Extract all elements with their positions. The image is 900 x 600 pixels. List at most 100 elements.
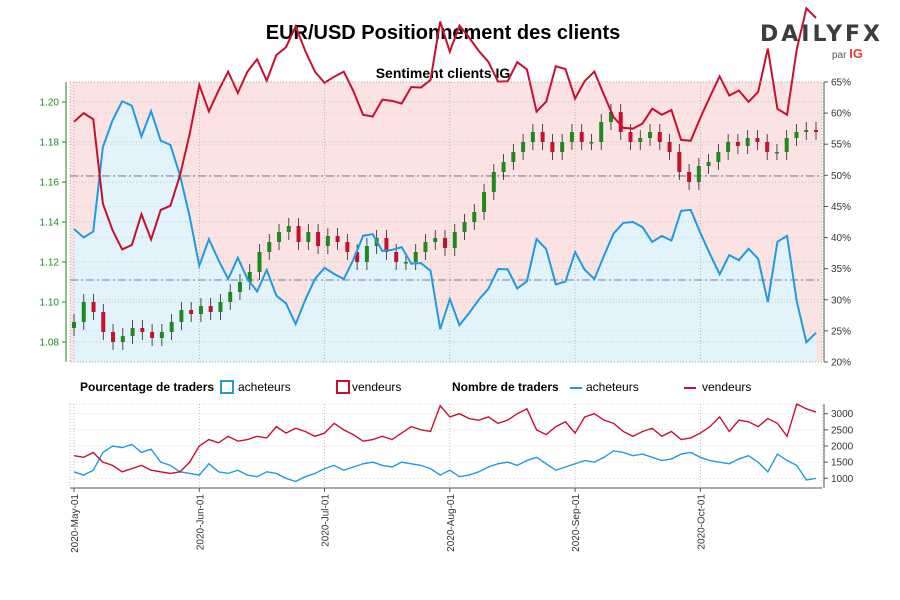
- count-tick-label: 1000: [831, 474, 854, 485]
- candle-body: [540, 132, 545, 142]
- count-sellers-line: [73, 402, 817, 475]
- candle-body: [784, 138, 789, 152]
- left-tick-label: 1.18: [40, 138, 60, 149]
- candle-body: [101, 312, 106, 332]
- candle-body: [81, 302, 86, 322]
- x-tick-label: 2020-Aug-01: [446, 494, 457, 552]
- candle-body: [696, 166, 701, 182]
- x-tick-label: 2020-Oct-01: [696, 494, 707, 550]
- right-tick-label: 20%: [831, 358, 851, 369]
- candle-body: [608, 112, 613, 122]
- legend: Pourcentage de traders acheteurs vendeur…: [0, 380, 900, 396]
- candle-body: [111, 332, 116, 342]
- candle-body: [316, 232, 321, 246]
- candle-body: [394, 252, 399, 262]
- candle-body: [735, 142, 740, 146]
- sellers-pct-line: [73, 6, 817, 251]
- candle-body: [550, 142, 555, 152]
- candle-body: [218, 302, 223, 312]
- right-tick-label: 40%: [831, 233, 851, 244]
- candle-body: [472, 212, 477, 222]
- candle-body: [687, 172, 692, 182]
- candle-body: [804, 130, 809, 132]
- ig-brand-text: IG: [849, 46, 863, 61]
- right-tick-label: 25%: [831, 326, 851, 337]
- candle-body: [120, 336, 125, 342]
- candle-body: [257, 252, 262, 272]
- dailyfx-logo: DAILYFX: [760, 22, 883, 47]
- candle-body: [667, 142, 672, 152]
- left-tick-label: 1.16: [40, 178, 60, 189]
- candle-body: [560, 142, 565, 152]
- x-tick-label: 2020-May-01: [70, 494, 81, 553]
- right-tick-label: 55%: [831, 140, 851, 151]
- candle-body: [140, 328, 145, 332]
- candle-body: [277, 232, 282, 242]
- buyers-area: [74, 101, 816, 362]
- legend-num-sellers: vendeurs: [702, 380, 752, 394]
- candle-body: [462, 222, 467, 232]
- candle-body: [169, 322, 174, 332]
- plot-frame: [69, 81, 823, 363]
- x-tick-label: 2020-Jul-01: [321, 494, 332, 547]
- count-tick-label: 2000: [831, 442, 854, 453]
- candle-body: [794, 132, 799, 138]
- right-tick-label: 30%: [831, 295, 851, 306]
- candle-body: [482, 192, 487, 212]
- candle-body: [599, 122, 604, 142]
- candle-body: [335, 236, 340, 242]
- candle-body: [755, 138, 760, 142]
- candle-body: [413, 252, 418, 262]
- candle-body: [677, 152, 682, 172]
- logo-byline: par IG: [832, 46, 863, 61]
- candle-body: [726, 142, 731, 152]
- candle-body: [364, 246, 369, 262]
- legend-pct-buyers-swatch: [220, 380, 234, 394]
- candle-body: [150, 332, 155, 338]
- candle-body: [72, 322, 76, 328]
- candle-body: [706, 162, 711, 166]
- chart-subtitle: Sentiment clients IG: [375, 65, 511, 81]
- legend-num-title: Nombre de traders: [452, 380, 559, 394]
- logo-by-text: par: [832, 50, 847, 61]
- legend-num-buyers: acheteurs: [586, 380, 639, 394]
- candle-body: [814, 130, 818, 132]
- left-tick-label: 1.10: [40, 298, 60, 309]
- right-tick-label: 35%: [831, 264, 851, 275]
- candle-body: [491, 172, 496, 192]
- candle-body: [433, 238, 438, 242]
- candle-body: [638, 138, 643, 142]
- candle-body: [325, 236, 330, 246]
- candle-body: [511, 152, 516, 162]
- x-tick-label: 2020-Sep-01: [571, 494, 582, 552]
- legend-num-buyers-line: [570, 387, 582, 389]
- count-tick-label: 1500: [831, 458, 854, 469]
- left-tick-label: 1.20: [40, 98, 60, 109]
- candle-body: [648, 132, 653, 138]
- candle-body: [296, 226, 301, 242]
- left-tick-label: 1.12: [40, 258, 60, 269]
- count-tick-label: 3000: [831, 409, 854, 420]
- candle-body: [237, 282, 242, 292]
- right-tick-label: 45%: [831, 202, 851, 213]
- right-tick-label: 65%: [831, 78, 851, 89]
- legend-num-sellers-line: [684, 387, 696, 389]
- candle-body: [345, 242, 350, 252]
- candle-body: [443, 238, 447, 248]
- legend-pct-buyers: acheteurs: [238, 380, 291, 394]
- candle-body: [745, 138, 750, 146]
- candle-body: [657, 132, 662, 142]
- candle-body: [521, 142, 526, 152]
- x-tick-label: 2020-Jun-01: [195, 494, 206, 551]
- candle-body: [208, 306, 213, 312]
- left-tick-label: 1.08: [40, 338, 60, 349]
- candle-body: [569, 132, 574, 142]
- candle-body: [179, 310, 184, 322]
- left-tick-label: 1.14: [40, 218, 60, 229]
- candle-body: [247, 272, 252, 282]
- candle-body: [579, 132, 584, 142]
- candle-body: [628, 132, 633, 142]
- candle-body: [159, 332, 164, 338]
- right-tick-label: 50%: [831, 171, 851, 182]
